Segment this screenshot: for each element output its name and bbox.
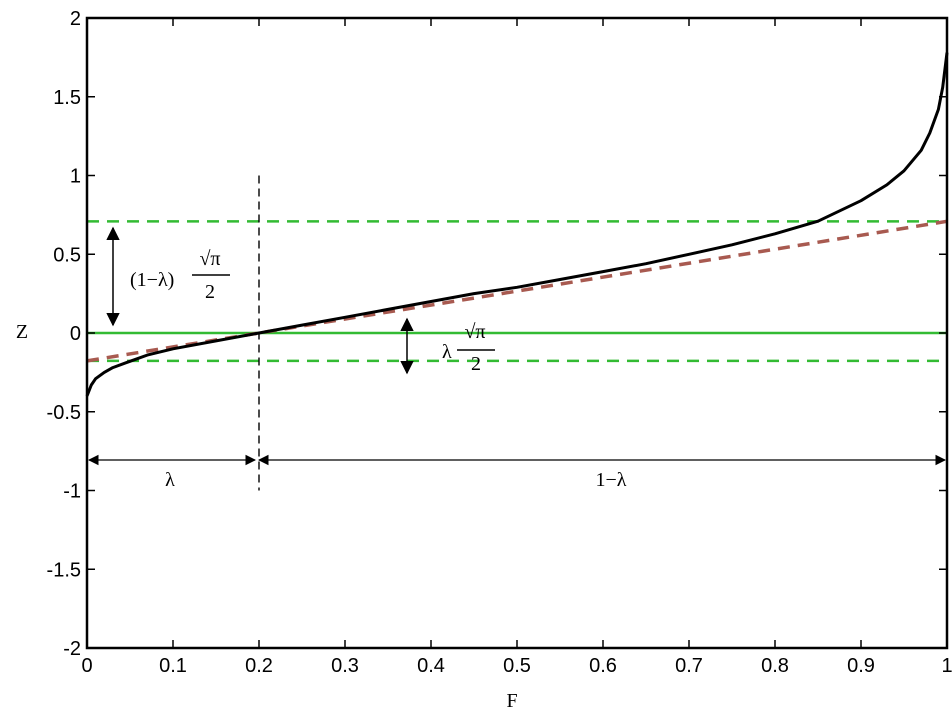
left-span-label: λ bbox=[165, 469, 175, 491]
x-tick-label-5: 0.5 bbox=[503, 655, 531, 677]
lower-gap-label: λ √π 2 bbox=[442, 321, 495, 375]
y-tick-label-1: 1.5 bbox=[53, 87, 81, 109]
reference-lines bbox=[87, 175, 947, 491]
lower-gap-numerator: √π bbox=[464, 321, 485, 343]
series-lines bbox=[85, 52, 949, 397]
axis-ticks: 0 0.1 0.2 0.3 0.4 0.5 0.6 0.7 0.8 0.9 1 2 1.5 1 0.5 0 -0… bbox=[47, 8, 952, 677]
y-axis-label: Z bbox=[16, 321, 28, 343]
y-tick-label-0: 2 bbox=[70, 8, 81, 30]
x-tick-label-6: 0.6 bbox=[589, 655, 617, 677]
x-tick-label-2: 0.2 bbox=[245, 655, 273, 677]
x-tick-label-9: 0.9 bbox=[847, 655, 875, 677]
x-tick-label-1: 0.1 bbox=[159, 655, 187, 677]
y-tick-label-4: 0 bbox=[70, 323, 81, 345]
upper-gap-label: (1−λ) √π 2 bbox=[130, 248, 230, 303]
y-tick-label-6: -1 bbox=[63, 481, 81, 503]
x-tick-label-7: 0.7 bbox=[675, 655, 703, 677]
upper-gap-numerator: √π bbox=[199, 248, 220, 270]
y-tick-label-3: 0.5 bbox=[53, 244, 81, 266]
upper-gap-prefix: (1−λ) bbox=[130, 269, 174, 291]
y-tick-label-8: -2 bbox=[63, 638, 81, 660]
x-tick-label-10: 1 bbox=[941, 655, 952, 677]
x-tick-label-0: 0 bbox=[81, 655, 92, 677]
x-tick-label-3: 0.3 bbox=[331, 655, 359, 677]
upper-gap-denominator: 2 bbox=[205, 281, 215, 303]
x-tick-label-4: 0.4 bbox=[417, 655, 445, 677]
series-line-0 bbox=[85, 52, 949, 397]
x-tick-label-8: 0.8 bbox=[761, 655, 789, 677]
y-tick-label-2: 1 bbox=[70, 166, 81, 188]
y-tick-label-5: -0.5 bbox=[47, 402, 81, 424]
right-span-label: 1−λ bbox=[596, 469, 627, 491]
lower-gap-denominator: 2 bbox=[471, 353, 481, 375]
x-axis-label: F bbox=[506, 690, 517, 712]
lower-gap-prefix: λ bbox=[442, 341, 452, 363]
y-tick-label-7: -1.5 bbox=[47, 559, 81, 581]
